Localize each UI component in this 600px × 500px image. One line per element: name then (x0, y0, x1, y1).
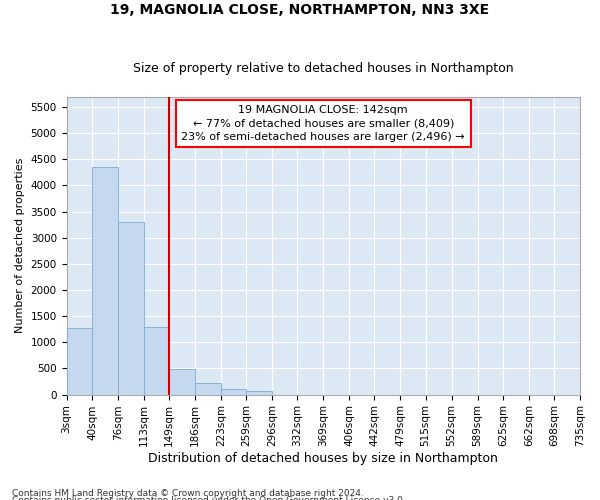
Title: Size of property relative to detached houses in Northampton: Size of property relative to detached ho… (133, 62, 514, 74)
Bar (92, 167, 118, 394)
Bar (246, 391, 272, 394)
X-axis label: Distribution of detached houses by size in Northampton: Distribution of detached houses by size … (148, 452, 498, 465)
Bar (195, 382, 221, 394)
Text: 19, MAGNOLIA CLOSE, NORTHAMPTON, NN3 3XE: 19, MAGNOLIA CLOSE, NORTHAMPTON, NN3 3XE (110, 2, 490, 16)
Bar (169, 370, 195, 394)
Y-axis label: Number of detached properties: Number of detached properties (15, 158, 25, 333)
Bar (118, 222, 143, 394)
Bar (67, 328, 92, 394)
Text: Contains HM Land Registry data © Crown copyright and database right 2024.: Contains HM Land Registry data © Crown c… (12, 488, 364, 498)
Text: Contains public sector information licensed under the Open Government Licence v3: Contains public sector information licen… (12, 496, 406, 500)
Bar (143, 326, 169, 394)
Text: 19 MAGNOLIA CLOSE: 142sqm  
← 77% of detached houses are smaller (8,409)
23% of : 19 MAGNOLIA CLOSE: 142sqm ← 77% of detac… (181, 106, 465, 142)
Bar (221, 390, 246, 394)
